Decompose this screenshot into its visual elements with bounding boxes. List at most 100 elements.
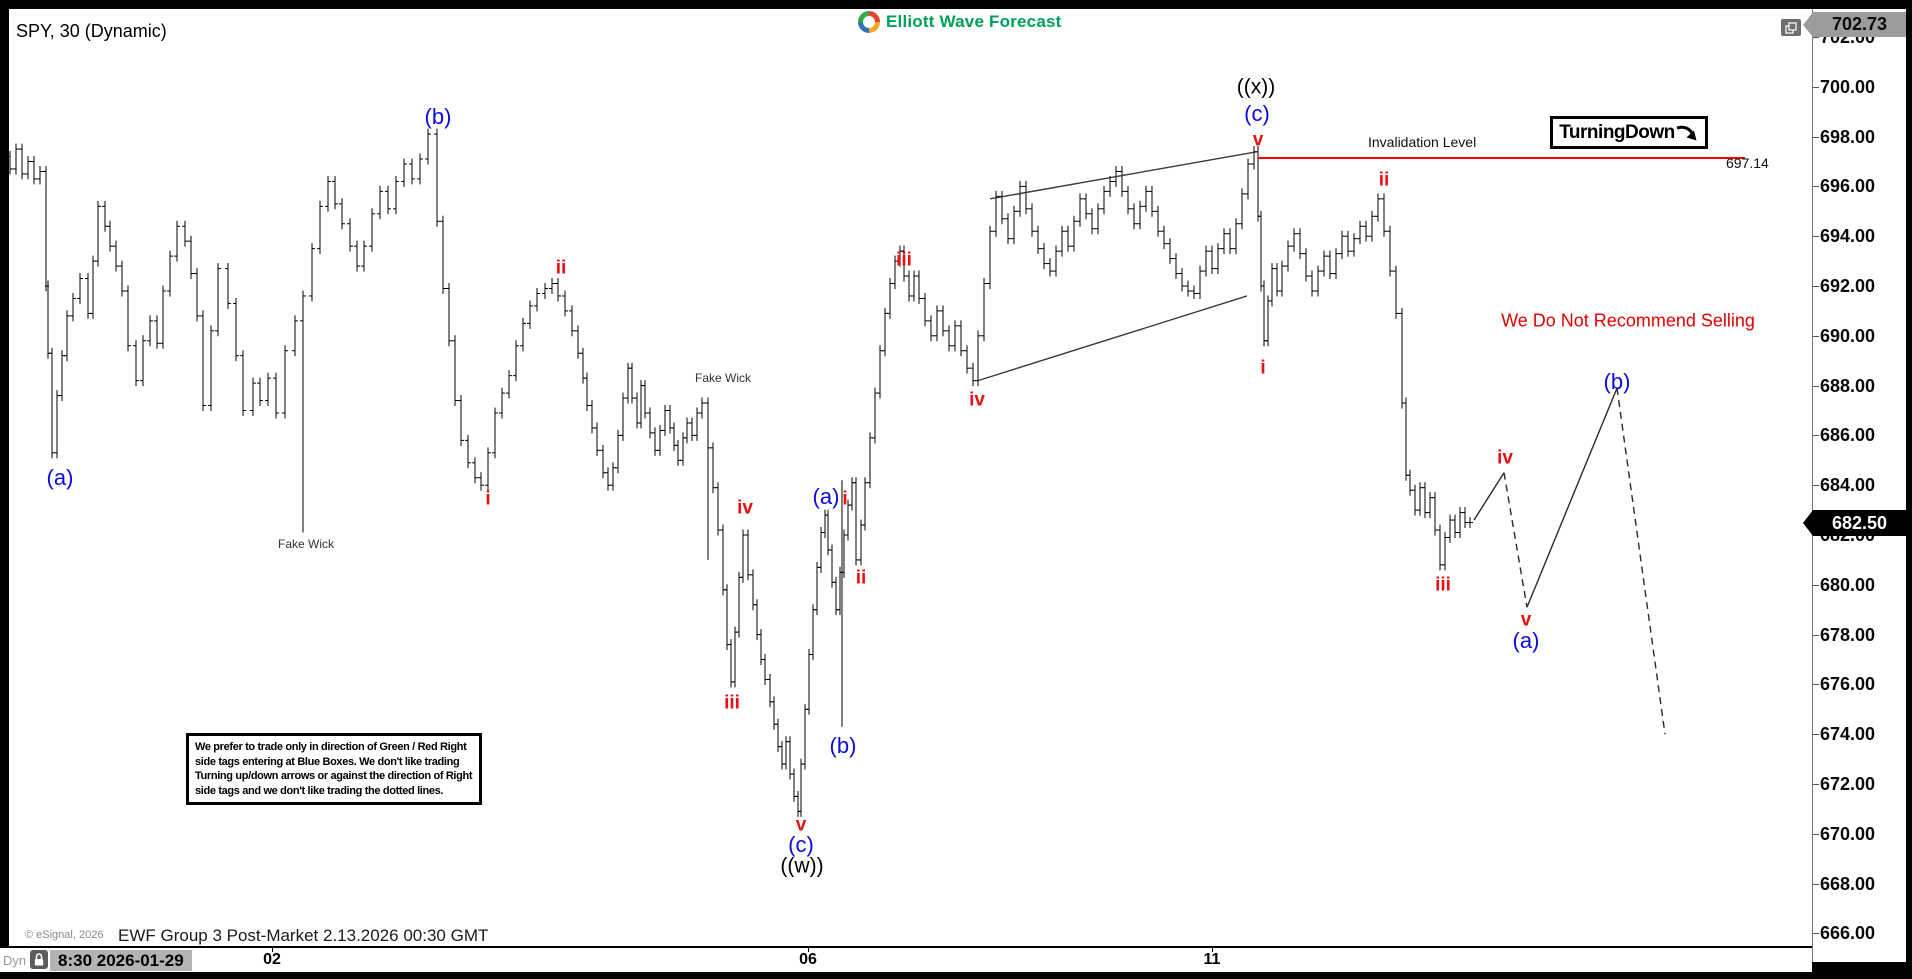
price-tick-label: 700.00	[1820, 76, 1876, 97]
wave-label: iv	[1497, 447, 1513, 469]
last-price-tag-arrow	[1803, 509, 1813, 536]
wave-label: (c)	[788, 832, 814, 857]
price-tick-mark	[1813, 634, 1819, 636]
wave-label: v	[1252, 129, 1264, 151]
chart-line	[1473, 472, 1505, 521]
wave-label: ((x))	[1236, 75, 1276, 99]
price-tick-label: 666.00	[1820, 923, 1876, 944]
chart-line	[1526, 387, 1618, 608]
wave-label: iii	[724, 692, 740, 714]
invalidation-level-value: 697.14	[1726, 155, 1769, 171]
fake-wick-annotation: Fake Wick	[277, 537, 335, 551]
recommendation-note: We Do Not Recommend Selling	[1501, 310, 1755, 331]
wave-label: iii	[896, 249, 912, 271]
last-price-value: 682.50	[1831, 512, 1888, 533]
price-tick-label: 694.00	[1820, 226, 1876, 247]
wave-label: v	[795, 814, 807, 836]
chart-line	[989, 150, 1259, 200]
price-tick-mark	[1813, 136, 1819, 138]
wave-label: (a)	[46, 465, 74, 490]
turning-down-text: TurningDown	[1559, 121, 1675, 143]
price-tick-label: 684.00	[1820, 475, 1876, 496]
price-tick-label: 696.00	[1820, 176, 1876, 197]
price-tick-label: 670.00	[1820, 823, 1876, 844]
wave-label: iv	[969, 389, 985, 411]
price-tick-mark	[1813, 734, 1819, 736]
time-tick-mark	[1212, 948, 1213, 952]
price-tick-mark	[1813, 784, 1819, 785]
price-tick-label: 690.00	[1820, 325, 1876, 346]
wave-label: (b)	[829, 733, 857, 758]
time-tick-label: 06	[799, 951, 817, 968]
lock-icon[interactable]	[30, 950, 48, 969]
disclaimer-line: side tags entering at Blue Boxes. We don…	[195, 755, 460, 768]
time-tick-mark	[272, 948, 273, 952]
brand-swirl-icon	[858, 11, 880, 33]
price-tick-mark	[1813, 236, 1819, 238]
price-tick-mark	[1813, 485, 1819, 487]
price-axis	[1813, 9, 1906, 962]
price-tick-mark	[1813, 335, 1819, 337]
footer-session-note: EWF Group 3 Post-Market 2.13.2026 00:30 …	[118, 926, 489, 945]
wave-label: (a)	[812, 484, 840, 509]
top-price-tag-arrow	[1803, 12, 1813, 37]
price-tick-label: 676.00	[1820, 674, 1876, 695]
price-tick-label: 698.00	[1820, 126, 1876, 147]
price-tick-mark	[1813, 684, 1819, 686]
price-tick-mark	[1813, 186, 1819, 188]
wave-label: ((w))	[780, 854, 824, 878]
wave-label: ii	[855, 567, 867, 589]
price-tick-label: 692.00	[1820, 276, 1876, 296]
price-tick-mark	[1813, 833, 1819, 835]
fake-wick-annotation: Fake Wick	[694, 371, 752, 385]
price-tick-label: 668.00	[1820, 873, 1876, 894]
price-tick-mark	[1813, 286, 1819, 287]
price-axis-separator	[1812, 9, 1813, 962]
wave-label: (b)	[424, 104, 452, 129]
top-price-tag: 702.73	[1803, 12, 1906, 37]
turning-down-tag: TurningDown	[1550, 116, 1708, 149]
price-tick-label: 672.00	[1820, 774, 1876, 794]
wave-label: i	[485, 488, 491, 510]
brand-name: Elliott Wave Forecast	[886, 12, 1062, 31]
wave-label: (a)	[1512, 628, 1540, 653]
time-tick-label: 11	[1203, 951, 1221, 968]
wave-label: v	[1520, 609, 1532, 631]
price-tick-label: 688.00	[1820, 375, 1876, 396]
brand-logo: Elliott Wave Forecast	[852, 9, 1068, 35]
last-price-tag: 682.50	[1803, 509, 1906, 536]
price-tick-mark	[1813, 883, 1819, 885]
time-axis	[0, 948, 1812, 972]
wave-label: (c)	[1244, 101, 1270, 126]
time-tick-mark	[808, 948, 809, 952]
price-tick-label: 686.00	[1820, 425, 1876, 446]
time-tick-label: 02	[263, 951, 281, 968]
restore-window-icon[interactable]	[1781, 19, 1801, 36]
bottom-bar	[0, 972, 1912, 979]
wave-label: i	[842, 488, 848, 510]
price-tick-mark	[1813, 385, 1819, 387]
chart-title: SPY, 30 (Dynamic)	[16, 21, 167, 41]
disclaimer-box: We prefer to trade only in direction of …	[186, 733, 482, 805]
price-tick-mark	[1813, 86, 1819, 88]
chart-line	[1503, 472, 1528, 608]
price-tick-mark	[1813, 584, 1819, 586]
invalidation-level-label: Invalidation Level	[1368, 134, 1477, 150]
disclaimer-line: We prefer to trade only in direction of …	[195, 741, 467, 753]
wave-label: ii	[555, 257, 567, 279]
price-tick-mark	[1813, 37, 1819, 38]
dyn-mode-label: Dyn	[3, 953, 27, 968]
disclaimer-line: Turning up/down arrows or against the di…	[195, 770, 473, 782]
price-tick-mark	[1813, 933, 1819, 935]
disclaimer-line: side tags and we don't like trading the …	[195, 784, 444, 797]
wave-label: (b)	[1603, 369, 1631, 394]
price-tick-mark	[1813, 435, 1819, 437]
wave-label: i	[1260, 357, 1266, 379]
top-price-value: 702.73	[1831, 14, 1888, 34]
chart-line	[1616, 387, 1666, 735]
chart-line	[977, 295, 1248, 382]
turning-down-arrow-icon	[1676, 125, 1697, 140]
cursor-datetime: 8:30 2026-01-29	[50, 950, 192, 971]
